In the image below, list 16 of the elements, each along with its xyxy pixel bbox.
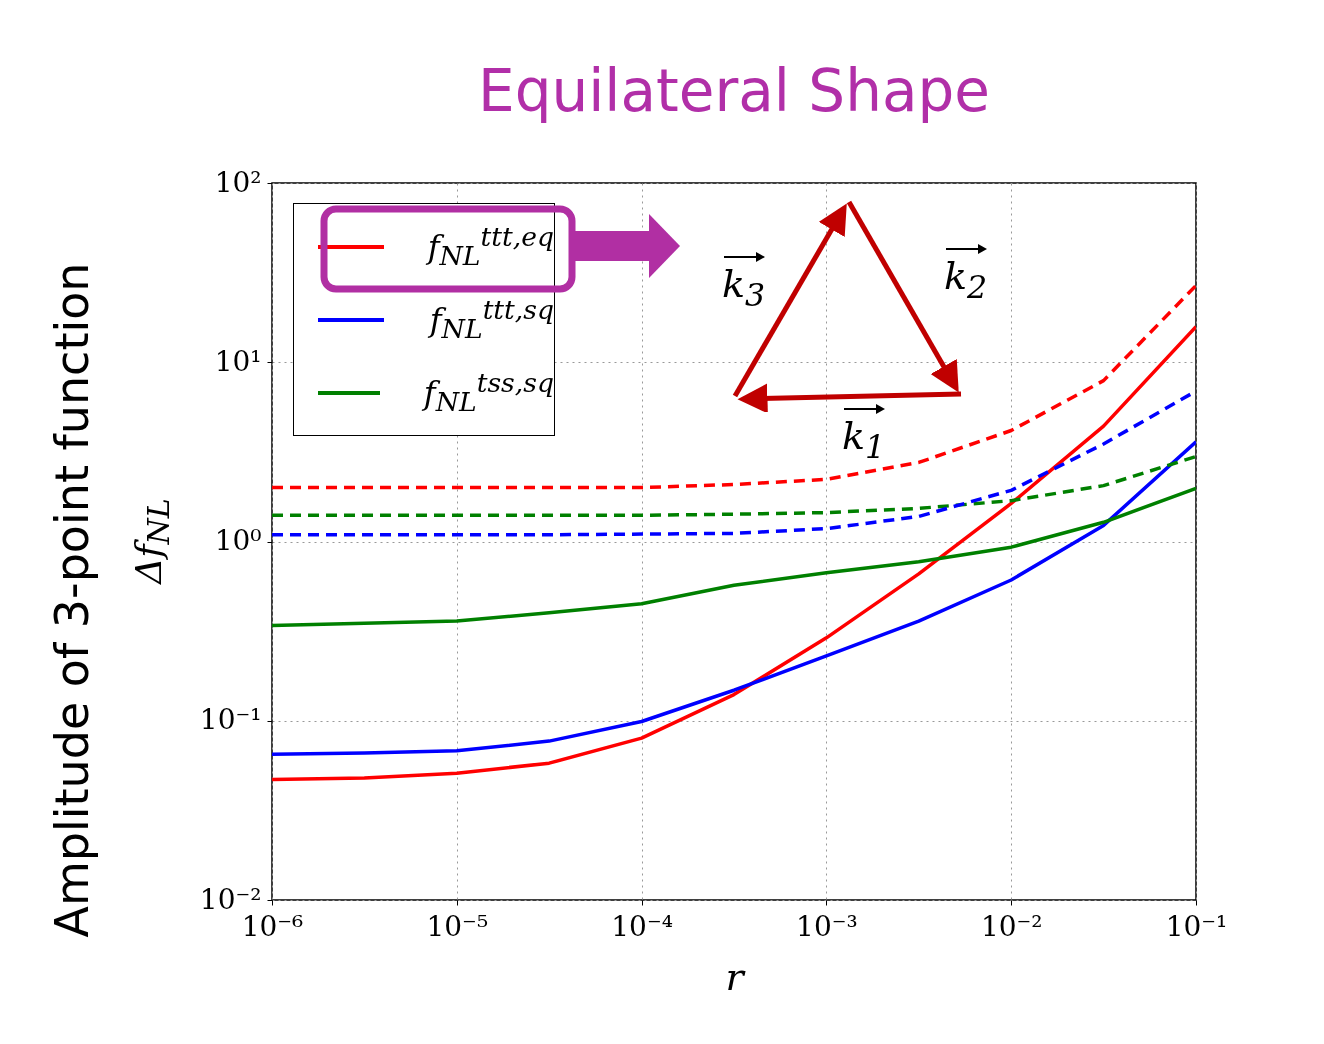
chart-title: Equilateral Shape: [478, 57, 990, 125]
annotation: k$_{1}$: [842, 400, 886, 465]
y-tick-label: 10¹: [214, 344, 262, 378]
x-tick-label: 10⁻³: [796, 909, 858, 943]
x-tick-label: 10⁻⁵: [426, 909, 489, 943]
line-series: [272, 486, 1196, 628]
x-tick-label: 10⁻⁴: [611, 909, 673, 943]
y-tick-label: 10⁻¹: [199, 703, 262, 737]
annotation: k$_{3}$: [722, 248, 766, 313]
x-tick-label: 10⁻²: [980, 909, 1043, 943]
x-axis-title: r: [725, 954, 747, 999]
y-tick-label: 10²: [214, 165, 262, 199]
y-tick-label: 10⁰: [214, 524, 262, 557]
x-tick-label: 10⁻¹: [1165, 909, 1228, 943]
annotation: k$_{2}$: [944, 240, 988, 305]
text: Amplitude of 3-point function: [45, 262, 99, 938]
